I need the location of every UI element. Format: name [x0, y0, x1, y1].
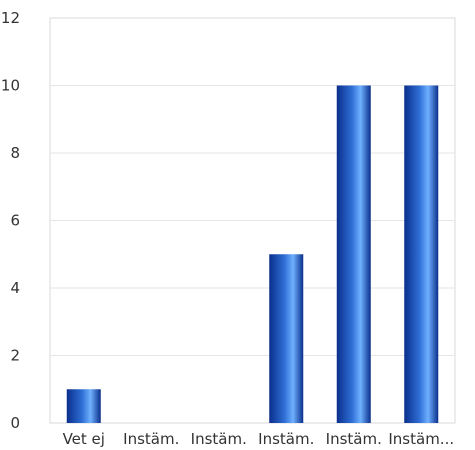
- bar: [404, 85, 439, 423]
- y-tick-label: 12: [1, 9, 20, 27]
- x-axis-categories: Vet ej Instäm. Instäm. Instäm. Instäm. Instäm…: [63, 430, 455, 448]
- y-tick-label: 6: [10, 212, 20, 230]
- x-category-label: Instäm.: [191, 430, 247, 448]
- x-category-label: Instäm.: [258, 430, 314, 448]
- y-tick-label: 8: [10, 144, 20, 162]
- y-tick-label: 2: [10, 347, 20, 365]
- x-category-label: Instäm.: [123, 430, 179, 448]
- bars: [66, 85, 439, 423]
- y-tick-label: 10: [1, 77, 20, 95]
- y-tick-label: 0: [10, 414, 20, 432]
- y-tick-label: 4: [10, 279, 20, 297]
- grid-lines: [50, 85, 455, 356]
- y-axis-ticks: 0 2 4 6 8 10 12: [1, 9, 20, 432]
- bar: [336, 85, 371, 423]
- x-category-label: Vet ej: [63, 430, 105, 448]
- x-category-label: Instäm.: [326, 430, 382, 448]
- x-category-label: Instäm...: [388, 430, 454, 448]
- bar: [269, 254, 304, 423]
- bar: [66, 389, 101, 423]
